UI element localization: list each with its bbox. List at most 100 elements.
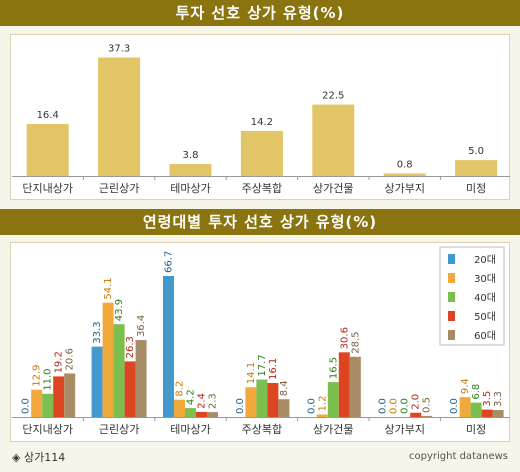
chart2-data-label: 0.5 [422,397,433,413]
chart2-data-label: 12.9 [32,364,43,386]
chart2-bar [163,276,174,417]
chart1-data-label: 0.8 [397,159,413,170]
chart2-data-label: 0.0 [449,398,460,414]
chart2-data-label: 0.0 [389,398,400,414]
chart2-data-label: 16.1 [268,358,279,380]
chart2-bar [245,387,257,417]
chart2-category-label: 미정 [466,423,486,436]
chart2-bar [349,356,361,417]
chart1-bar [240,130,283,176]
chart2-bar [421,415,433,417]
chart2-bar [470,402,482,417]
chart1-bar [455,160,498,176]
chart1-bar [383,173,426,176]
chart1-category-label: 미정 [466,182,486,195]
chart2-data-label: 8.4 [279,380,290,396]
chart1-data-label: 3.8 [183,150,199,161]
chart1-category-label: 테마상가 [170,182,210,195]
chart2-data-label: 54.1 [103,277,114,299]
chart2-bar [64,373,76,417]
chart2-data-label: 11.0 [43,368,54,390]
chart1-title: 투자 선호 상가 유형(%) [175,4,345,22]
chart2-bar [267,382,279,417]
chart2-legend-swatch [448,330,455,340]
chart2-title: 연령대별 투자 선호 상가 유형(%) [142,213,378,231]
chart2-legend-swatch [448,254,455,264]
chart2-data-label: 66.7 [164,251,175,273]
chart2-bar [102,302,114,417]
chart2-bar [174,399,185,417]
chart1-bar [26,123,69,176]
chart2-data-label: 0.0 [306,398,317,414]
chart2-bar [492,410,504,417]
chart2-data-label: 28.5 [350,331,361,353]
chart2-bar [113,324,125,417]
chart2-bar [42,393,54,417]
chart2-data-label: 1.2 [317,396,328,412]
copyright-label: copyright datanews [409,451,508,462]
chart2-data-label: 19.2 [54,351,65,373]
chart2-data-label: 0.0 [378,398,389,414]
chart2-banner [0,209,520,235]
chart2-legend-swatch [448,292,455,302]
chart2-data-label: 16.5 [328,357,339,379]
chart2-category-label: 근린상가 [99,423,139,436]
chart2-data-label: 0.0 [235,398,246,414]
chart2-bar [256,379,268,417]
chart2-data-label: 33.3 [92,321,103,343]
chart2-data-label: 2.0 [411,394,422,410]
chart2-category-label: 상가건물 [313,423,353,436]
chart1-bar [312,104,355,176]
chart2-legend-swatch [448,311,455,321]
chart1-data-label: 5.0 [468,146,484,157]
chart2-bar [185,408,196,417]
chart2-bar [327,382,339,417]
chart2-bar [124,361,136,417]
chart1-data-label: 16.4 [37,110,59,121]
chart2-data-label: 4.2 [186,389,197,405]
source-label: ◈ 상가114 [12,451,66,464]
chart2-bar [207,412,218,417]
chart2-legend-label: 40대 [474,292,496,304]
chart1-category-label: 단지내상가 [22,182,73,195]
chart2-legend-label: 50대 [474,311,496,323]
chart2-data-label: 0.0 [400,398,411,414]
chart1-category-label: 상가부지 [384,182,424,195]
chart2-category-label: 상가부지 [384,423,424,436]
chart2-data-label: 2.4 [197,393,208,409]
chart2-bar [338,352,350,417]
chart1-data-label: 37.3 [108,44,130,55]
chart2-bar [481,409,493,417]
chart2-bar [196,411,207,417]
chart2-data-label: 17.7 [257,354,268,376]
chart1-bar [169,163,212,176]
chart2-data-label: 6.8 [471,384,482,400]
chart2-category-label: 주상복합 [242,423,282,436]
chart2-data-label: 20.6 [65,348,76,370]
chart2-bar [135,340,147,417]
chart1-data-label: 14.2 [251,117,273,128]
chart2-data-label: 9.4 [460,378,471,394]
chart1-category-label: 근린상가 [99,182,139,195]
chart2-data-label: 26.3 [125,336,136,358]
chart1-bar [98,57,141,177]
chart2-bar [31,389,43,417]
chart1-category-label: 주상복합 [242,182,282,195]
chart2-data-label: 30.6 [339,327,350,349]
chart1-banner [0,0,520,26]
chart2-legend-swatch [448,273,455,283]
chart2-bar [316,414,328,417]
chart2-data-label: 36.4 [136,315,147,337]
chart2-data-label: 14.1 [246,362,257,384]
chart2-data-label: 2.3 [208,393,219,409]
chart2-bar [91,346,103,417]
chart2-bar [53,376,65,417]
chart2-category-label: 단지내상가 [22,423,73,436]
chart2-data-label: 3.5 [482,391,493,407]
chart2-data-label: 0.0 [21,398,32,414]
chart2-data-label: 3.3 [493,391,504,407]
chart2-legend-label: 20대 [474,254,496,266]
chart2-data-label: 43.9 [114,299,125,321]
chart2-category-label: 테마상가 [170,423,210,436]
